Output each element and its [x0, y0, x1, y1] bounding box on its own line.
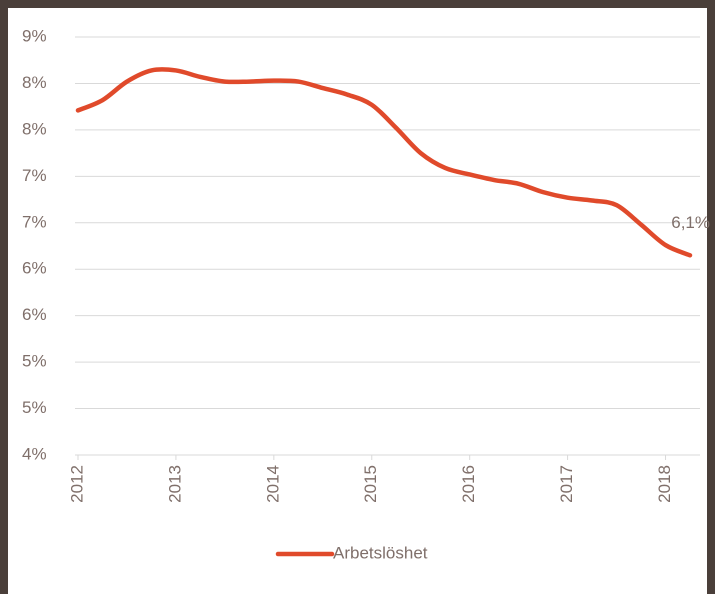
legend-label: Arbetslöshet — [333, 543, 428, 562]
y-tick-label: 5% — [22, 352, 47, 371]
y-tick-label: 6% — [22, 305, 47, 324]
y-tick-label: 9% — [22, 26, 47, 45]
x-tick-label: 2016 — [459, 465, 478, 503]
data-label: 6,1% — [671, 213, 710, 232]
y-tick-label: 4% — [22, 444, 47, 463]
y-tick-label: 6% — [22, 259, 47, 278]
y-tick-label: 5% — [22, 398, 47, 417]
y-tick-label: 7% — [22, 212, 47, 231]
x-tick-label: 2017 — [557, 465, 576, 503]
x-tick-label: 2014 — [263, 465, 282, 503]
y-tick-label: 8% — [22, 119, 47, 138]
chart-background — [8, 8, 707, 594]
x-tick-label: 2013 — [165, 465, 184, 503]
x-tick-label: 2018 — [655, 465, 674, 503]
data-line — [75, 67, 693, 258]
x-tick-label: 2015 — [361, 465, 380, 503]
x-tick-label: 2012 — [67, 465, 86, 503]
y-tick-label: 8% — [22, 73, 47, 92]
y-tick-label: 7% — [22, 166, 47, 185]
